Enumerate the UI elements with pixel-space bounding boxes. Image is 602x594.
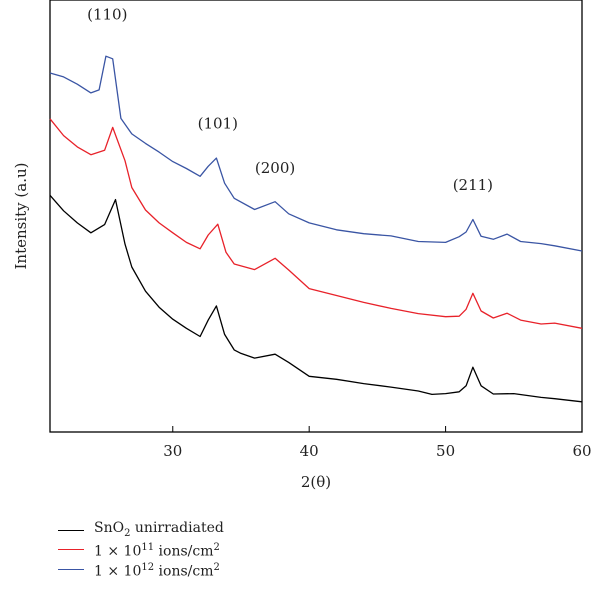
legend: SnO2 unirradiated 1 × 1011 ions/cm2 1 × …	[58, 518, 224, 580]
legend-label-1e12: 1 × 1012 ions/cm2	[94, 562, 220, 580]
plot-frame	[49, 0, 583, 433]
legend-item-1e11: 1 × 1011 ions/cm2	[58, 538, 224, 560]
series-layer	[49, 55, 583, 403]
xrd-line-chart: 30 40 50 60 (110) (101) (200) (211) Intensity …	[12, 0, 592, 491]
x-tick-label: 40	[300, 442, 319, 460]
peak-annotations: (110) (101) (200) (211)	[87, 5, 493, 194]
legend-label-1e11: 1 × 1011 ions/cm2	[94, 542, 220, 560]
x-tick-label: 50	[436, 442, 455, 460]
peak-label: (200)	[255, 159, 295, 177]
legend-item-unirradiated: SnO2 unirradiated	[58, 518, 224, 539]
legend-label-unirradiated: SnO2 unirradiated	[94, 520, 224, 539]
y-axis-label: Intensity (a.u)	[12, 163, 30, 270]
peak-label: (110)	[87, 5, 127, 23]
legend-swatch-unirradiated	[58, 530, 84, 532]
peak-label: (101)	[198, 114, 238, 132]
legend-item-1e12: 1 × 1012 ions/cm2	[58, 558, 224, 580]
x-tick-label: 60	[572, 442, 591, 460]
legend-swatch-1e11	[58, 549, 84, 551]
peak-label: (211)	[453, 176, 493, 194]
x-axis-ticks: 30 40 50 60	[163, 426, 592, 460]
series-line-0	[49, 194, 583, 403]
legend-swatch-1e12	[58, 569, 84, 571]
series-line-2	[49, 55, 583, 252]
x-tick-label: 30	[163, 442, 182, 460]
series-line-1	[49, 118, 583, 329]
x-axis-label: 2(θ)	[301, 473, 331, 491]
